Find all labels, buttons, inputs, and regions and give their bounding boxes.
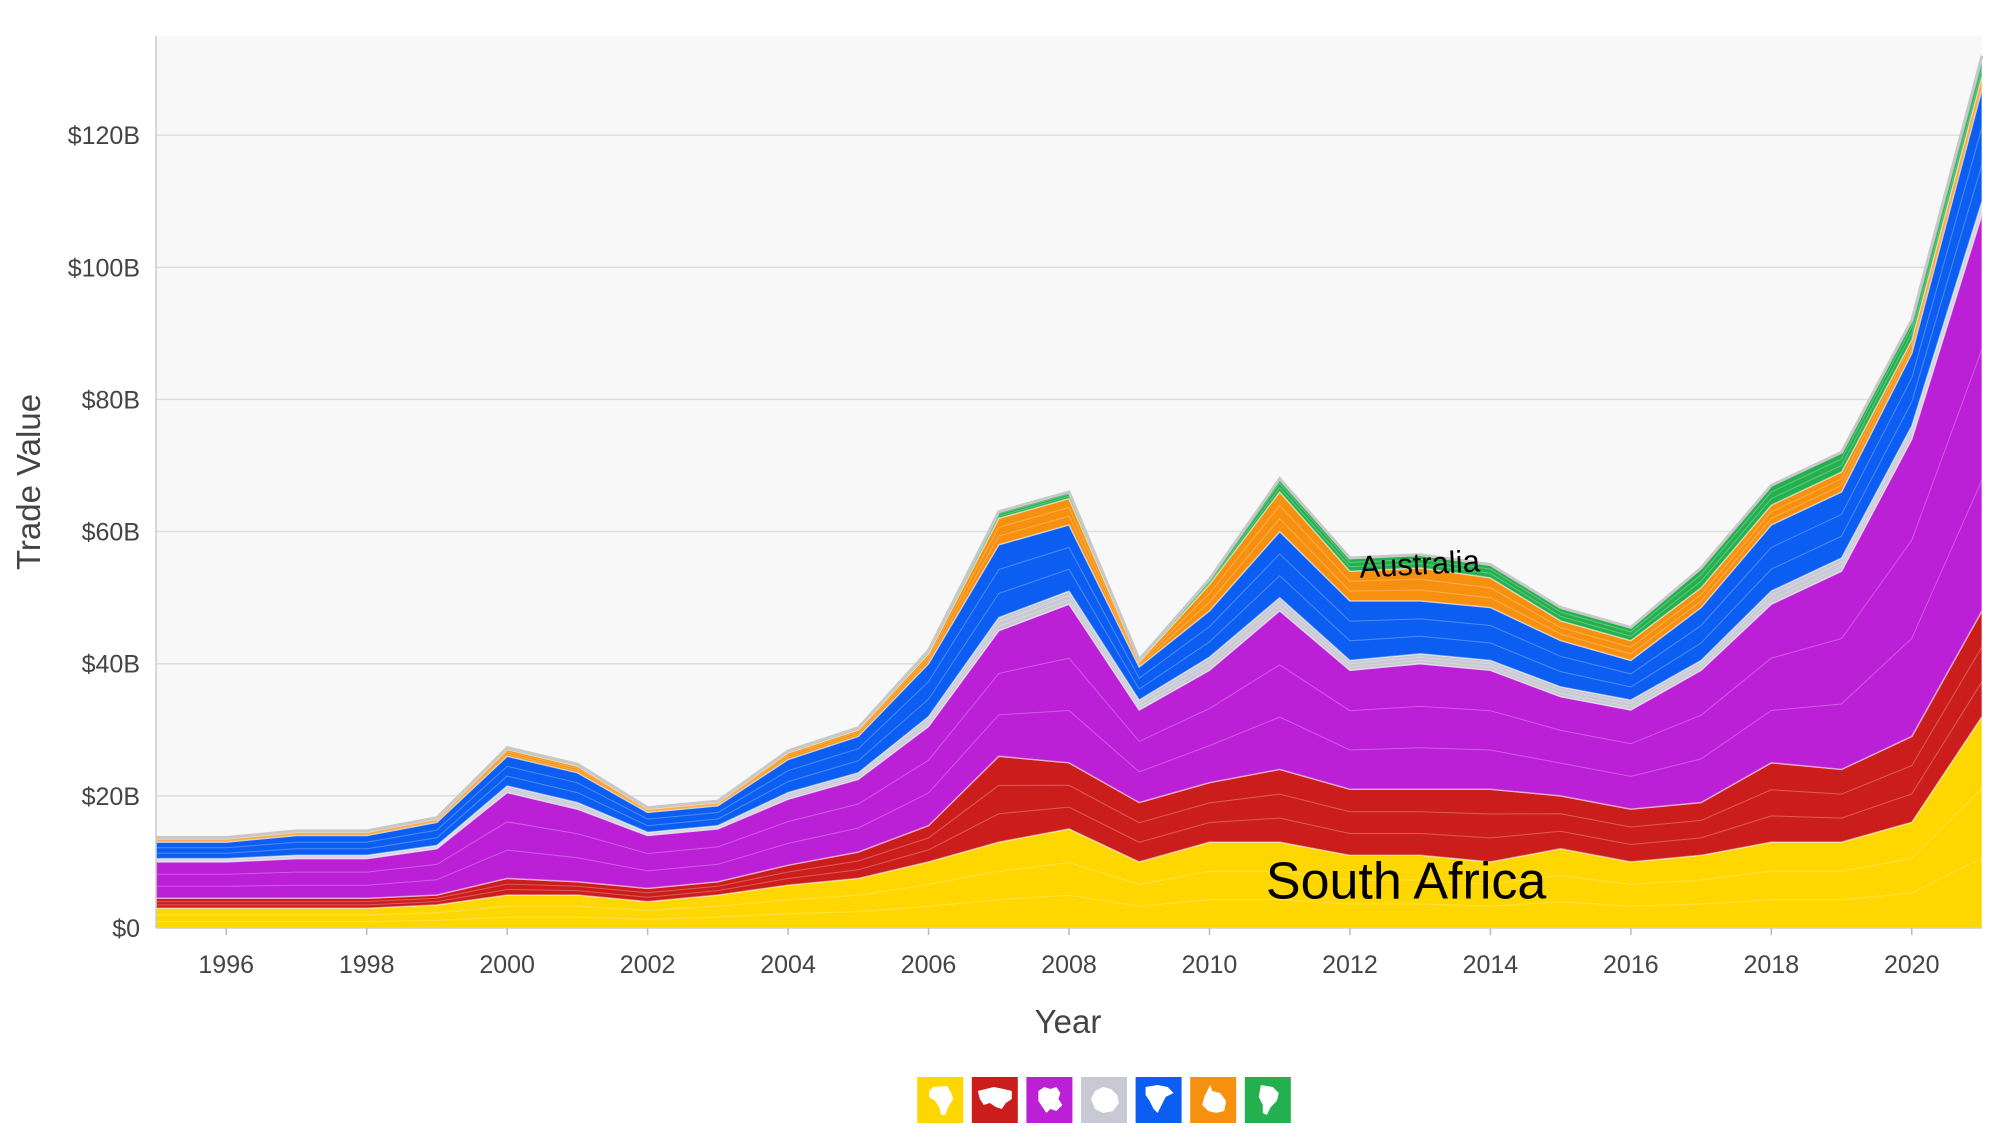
y-tick-label: $0 <box>112 915 140 943</box>
legend-item-south-america[interactable] <box>1244 1077 1291 1123</box>
area-subband-line-africa-1 <box>156 788 1983 916</box>
y-tick-label: $20B <box>82 783 140 811</box>
y-tick-label: $40B <box>82 651 140 679</box>
x-tick-label: 2004 <box>760 951 816 979</box>
x-tick-label: 2018 <box>1743 951 1799 979</box>
north-america-icon <box>1145 1085 1174 1113</box>
annotation-label: South Africa <box>1266 852 1546 910</box>
x-tick-label: 2000 <box>479 951 535 979</box>
x-tick-label: 1998 <box>339 951 395 979</box>
y-tick-label: $100B <box>68 254 140 282</box>
x-tick-label: 2002 <box>620 951 676 979</box>
x-tick-labels: 1996 1998 2000 2002 2004 2006 2008 2010 2012 2014… <box>198 928 1940 979</box>
annotations: South Africa Australia <box>1266 543 1546 910</box>
legend-item-africa[interactable] <box>917 1077 964 1123</box>
area-subband-line-oceania-0 <box>156 84 1983 842</box>
x-tick-label: 2008 <box>1041 951 1097 979</box>
y-tick-labels: $0 $20B $40B $60B $80B $100B $120B <box>68 122 140 943</box>
x-tick-label: 2016 <box>1603 951 1659 979</box>
area-subband-line-europe-0 <box>156 479 1983 887</box>
y-tick-label: $80B <box>82 386 140 414</box>
x-tick-label: 2014 <box>1463 951 1519 979</box>
area-subband-line-asia-0 <box>156 681 1983 906</box>
y-tick-label: $120B <box>68 122 140 150</box>
asia-icon <box>977 1087 1012 1109</box>
area-subband-line-antarctica-0 <box>156 209 1983 862</box>
area-subband-line-europe-1 <box>156 349 1983 875</box>
africa-icon-shape <box>929 1086 954 1115</box>
x-tick-label: 2006 <box>901 951 957 979</box>
north-america-icon-shape <box>1145 1085 1174 1113</box>
x-tick-label: 1996 <box>198 951 254 979</box>
area-subband-line-antarctica-1 <box>156 205 1983 861</box>
annotation-label: Australia <box>1358 543 1481 584</box>
area-subband-line-north-america-0 <box>156 163 1983 854</box>
africa-icon <box>929 1086 954 1115</box>
legend-item-antarctica[interactable] <box>1081 1077 1127 1123</box>
europe-icon <box>1038 1087 1063 1113</box>
x-tick-label: 2010 <box>1182 951 1238 979</box>
antarctica-icon <box>1091 1087 1119 1113</box>
south-america-icon-shape <box>1258 1085 1279 1115</box>
area-subband-line-asia-1 <box>156 646 1983 903</box>
europe-icon-shape <box>1038 1087 1063 1113</box>
legend-item-europe[interactable] <box>1026 1077 1073 1123</box>
legend <box>917 1077 1291 1123</box>
area-subband-line-africa-0 <box>156 857 1983 922</box>
antarctica-icon-shape <box>1091 1087 1119 1113</box>
oceania-icon-shape <box>1202 1085 1227 1113</box>
asia-icon-shape <box>977 1087 1012 1109</box>
oceania-icon <box>1202 1085 1227 1113</box>
x-tick-label: 2020 <box>1884 951 1940 979</box>
x-axis-title: Year <box>1035 1003 1102 1040</box>
x-tick-label: 2012 <box>1322 951 1378 979</box>
legend-item-north-america[interactable] <box>1135 1077 1182 1123</box>
legend-item-oceania[interactable] <box>1190 1077 1237 1123</box>
y-axis-title: Trade Value <box>10 394 47 570</box>
south-america-icon <box>1258 1085 1279 1115</box>
area-series-group <box>155 55 1984 929</box>
y-tick-label: $60B <box>82 519 140 547</box>
area-subband-line-north-america-1 <box>156 126 1983 849</box>
legend-item-asia[interactable] <box>971 1077 1018 1123</box>
stack-top-outline <box>156 55 1984 839</box>
area-subband-line-oceania-1 <box>156 79 1983 841</box>
